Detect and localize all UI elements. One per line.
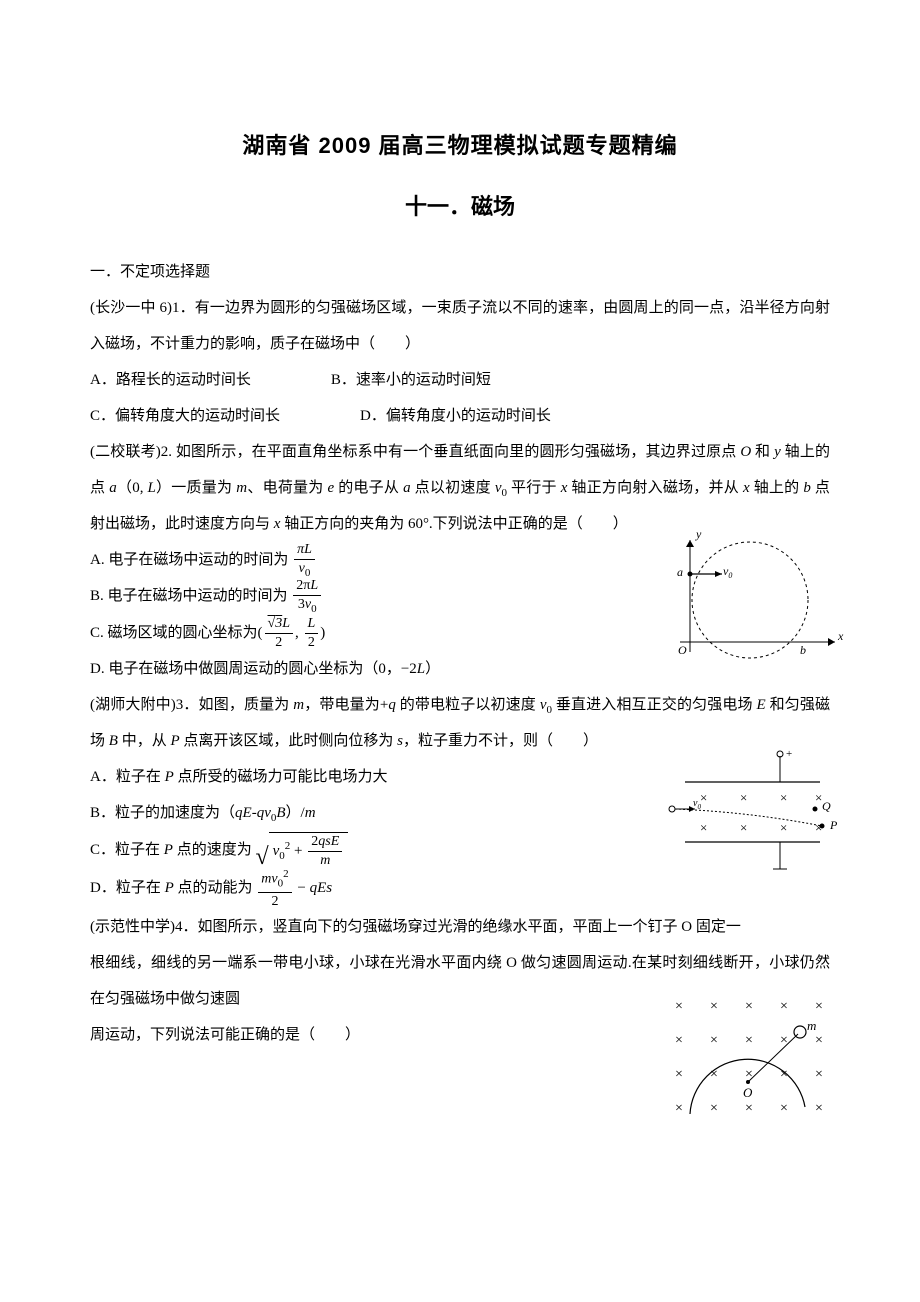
svg-text:×: ×	[675, 999, 683, 1014]
svg-text:×: ×	[745, 1101, 753, 1116]
svg-text:×: ×	[740, 790, 747, 805]
svg-text:×: ×	[710, 1101, 718, 1116]
svg-text:×: ×	[700, 820, 707, 835]
svg-text:×: ×	[700, 790, 707, 805]
svg-text:×: ×	[780, 1101, 788, 1116]
q1-opt-d: D．偏转角度小的运动时间长	[360, 398, 551, 434]
svg-text:y: y	[695, 532, 702, 541]
doc-title: 湖南省 2009 届高三物理模拟试题专题精编	[90, 120, 830, 173]
svg-text:×: ×	[780, 820, 787, 835]
svg-text:×: ×	[780, 790, 787, 805]
svg-text:×: ×	[710, 999, 718, 1014]
svg-text:+: +	[786, 748, 792, 760]
svg-text:×: ×	[815, 999, 823, 1014]
svg-text:×: ×	[710, 1033, 718, 1048]
svg-text:×: ×	[815, 1067, 823, 1082]
svg-text:b: b	[800, 643, 806, 657]
svg-text:Q: Q	[822, 799, 831, 813]
svg-text:×: ×	[745, 1067, 753, 1082]
svg-text:×: ×	[745, 1033, 753, 1048]
q1-opt-c: C．偏转角度大的运动时间长	[90, 398, 280, 434]
doc-subtitle: 十一．磁场	[90, 181, 830, 234]
svg-text:m: m	[807, 1018, 816, 1033]
section-heading: 一．不定项选择题	[90, 254, 830, 290]
svg-text:v0: v0	[723, 564, 732, 580]
svg-text:×: ×	[675, 1067, 683, 1082]
svg-text:×: ×	[675, 1033, 683, 1048]
svg-text:O: O	[743, 1085, 753, 1100]
q2-figure: y a v0 O b x	[660, 532, 850, 667]
q3-figure: + ×××× ×××× v0 Q P	[660, 744, 855, 884]
svg-text:×: ×	[710, 1067, 718, 1082]
svg-text:×: ×	[675, 1101, 683, 1116]
svg-text:×: ×	[780, 1033, 788, 1048]
q4-figure: ××××× ××××× ××××× ××××× O m	[655, 992, 850, 1132]
q1-stem: (长沙一中 6)1．有一边界为圆形的匀强磁场区域，一束质子流以不同的速率，由圆周…	[90, 290, 830, 362]
svg-text:P: P	[829, 818, 838, 832]
svg-text:×: ×	[815, 1033, 823, 1048]
svg-text:×: ×	[815, 1101, 823, 1116]
svg-text:a: a	[677, 565, 683, 579]
svg-text:×: ×	[780, 999, 788, 1014]
q1-opt-b: B．速率小的运动时间短	[331, 362, 491, 398]
svg-text:×: ×	[745, 999, 753, 1014]
q4-stem-1: (示范性中学)4．如图所示，竖直向下的匀强磁场穿过光滑的绝缘水平面，平面上一个钉…	[90, 909, 830, 945]
q1-opt-a: A．路程长的运动时间长	[90, 362, 251, 398]
svg-text:x: x	[837, 629, 844, 643]
svg-text:×: ×	[740, 820, 747, 835]
q2-stem: (二校联考)2. 如图所示，在平面直角坐标系中有一个垂直纸面向里的圆形匀强磁场，…	[90, 434, 830, 542]
svg-text:O: O	[678, 643, 687, 657]
